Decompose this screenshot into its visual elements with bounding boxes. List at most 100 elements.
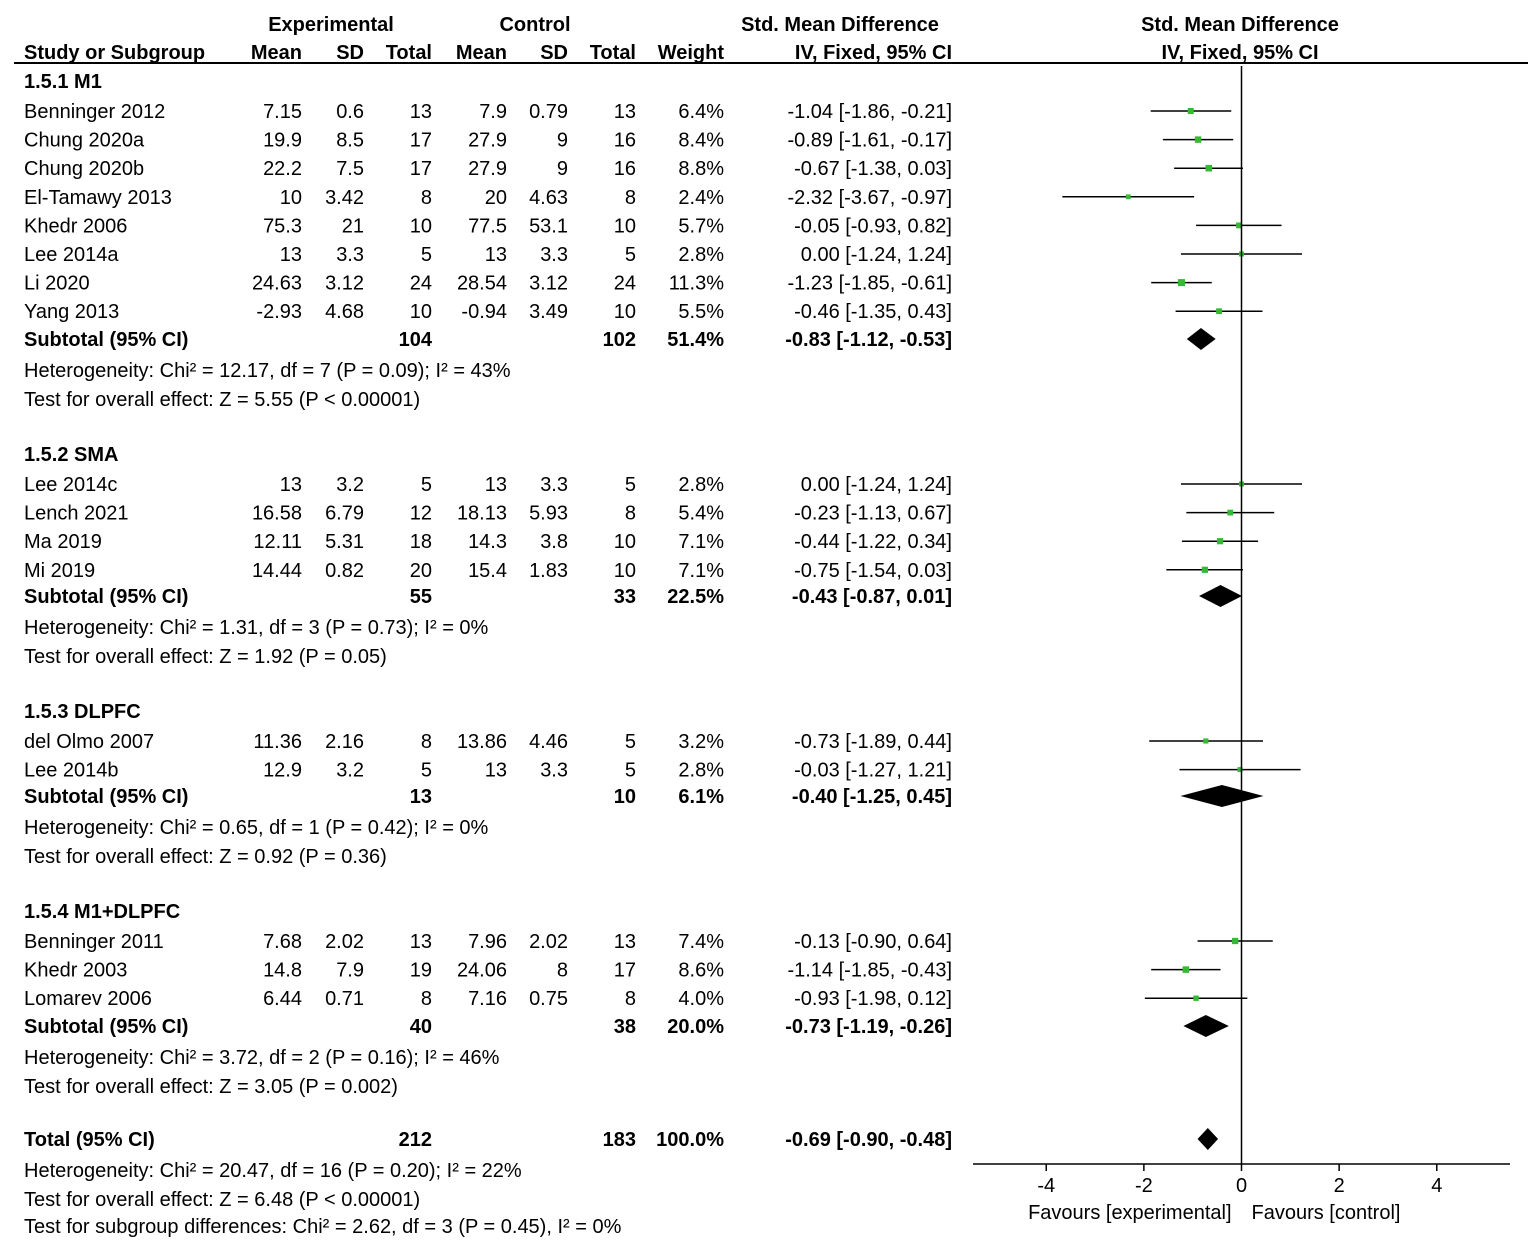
cell-ci: -0.03 [-1.27, 1.21] <box>794 760 952 782</box>
subtotal-total-experimental: 55 <box>410 586 432 608</box>
cell-total-experimental: 5 <box>421 474 432 496</box>
cell-sd-control: 0.75 <box>529 988 568 1010</box>
cell-ci: -0.67 [-1.38, 0.03] <box>794 158 952 180</box>
cell-sd-experimental: 21 <box>342 215 364 237</box>
header-plot-ci: IV, Fixed, 95% CI <box>1161 42 1318 64</box>
overall-effect-text: Test for overall effect: Z = 1.92 (P = 0… <box>24 646 387 668</box>
heterogeneity-text: Heterogeneity: Chi² = 0.65, df = 1 (P = … <box>24 817 489 839</box>
cell-total-experimental: 10 <box>410 301 432 323</box>
cell-sd-control: 3.12 <box>529 273 568 295</box>
overall-effect-text: Test for overall effect: Z = 3.05 (P = 0… <box>24 1076 398 1098</box>
subtotal-diamond <box>1183 1015 1229 1037</box>
total-weight: 100.0% <box>656 1129 724 1151</box>
cell-mean-experimental: 24.63 <box>252 273 302 295</box>
subtotal-total-control: 102 <box>603 329 636 351</box>
cell-total-control: 13 <box>614 931 636 953</box>
effect-square <box>1187 107 1194 115</box>
cell-mean-experimental: 14.44 <box>252 560 302 582</box>
study-name: Lomarev 2006 <box>24 988 152 1010</box>
cell-ci: -0.13 [-0.90, 0.64] <box>794 931 952 953</box>
cell-mean-control: -0.94 <box>461 301 507 323</box>
cell-total-experimental: 19 <box>410 960 432 982</box>
cell-ci: -0.93 [-1.98, 0.12] <box>794 988 952 1010</box>
cell-total-control: 24 <box>614 273 636 295</box>
cell-sd-control: 3.3 <box>540 760 568 782</box>
cell-mean-experimental: 10 <box>280 187 302 209</box>
cell-mean-experimental: 16.58 <box>252 503 302 525</box>
cell-mean-experimental: 7.15 <box>263 101 302 123</box>
cell-mean-experimental: 12.9 <box>263 760 302 782</box>
cell-total-control: 8 <box>625 187 636 209</box>
cell-weight: 7.1% <box>678 531 724 553</box>
subtotal-total-experimental: 40 <box>410 1016 432 1038</box>
cell-mean-control: 27.9 <box>468 158 507 180</box>
cell-total-control: 10 <box>614 531 636 553</box>
effect-square <box>1125 194 1131 200</box>
cell-sd-control: 2.02 <box>529 931 568 953</box>
favours-control-label: Favours [control] <box>1252 1202 1401 1224</box>
cell-weight: 3.2% <box>678 731 724 753</box>
cell-weight: 8.8% <box>678 158 724 180</box>
subtotal-weight: 22.5% <box>667 586 724 608</box>
heterogeneity-text: Heterogeneity: Chi² = 1.31, df = 3 (P = … <box>24 617 489 639</box>
cell-total-control: 16 <box>614 158 636 180</box>
total-diamond <box>1197 1128 1219 1150</box>
footer-text: Heterogeneity: Chi² = 20.47, df = 16 (P … <box>24 1160 522 1182</box>
study-name: Benninger 2012 <box>24 101 165 123</box>
cell-sd-control: 9 <box>557 158 568 180</box>
cell-total-experimental: 18 <box>410 531 432 553</box>
cell-mean-control: 13 <box>485 760 507 782</box>
subtotal-total-control: 10 <box>614 786 636 808</box>
effect-square <box>1194 136 1202 143</box>
subtotal-ci: -0.40 [-1.25, 0.45] <box>792 786 952 808</box>
cell-mean-control: 77.5 <box>468 215 507 237</box>
cell-total-control: 16 <box>614 130 636 152</box>
cell-mean-experimental: 13 <box>280 474 302 496</box>
cell-sd-experimental: 3.2 <box>336 474 364 496</box>
cell-total-experimental: 10 <box>410 215 432 237</box>
cell-weight: 2.4% <box>678 187 724 209</box>
cell-sd-control: 53.1 <box>529 215 568 237</box>
cell-total-control: 10 <box>614 215 636 237</box>
subtotal-total-control: 38 <box>614 1016 636 1038</box>
cell-ci: -1.23 [-1.85, -0.61] <box>787 273 952 295</box>
cell-sd-experimental: 4.68 <box>325 301 364 323</box>
subtotal-diamond <box>1180 785 1264 807</box>
cell-sd-experimental: 2.16 <box>325 731 364 753</box>
cell-mean-control: 24.06 <box>457 960 507 982</box>
effect-square <box>1237 767 1243 773</box>
cell-total-experimental: 8 <box>421 988 432 1010</box>
cell-weight: 7.1% <box>678 560 724 582</box>
header-sd-experimental: SD <box>336 42 364 64</box>
cell-weight: 5.4% <box>678 503 724 525</box>
cell-total-control: 5 <box>625 760 636 782</box>
cell-total-experimental: 17 <box>410 130 432 152</box>
footer-text: Test for overall effect: Z = 6.48 (P < 0… <box>24 1189 420 1211</box>
effect-square <box>1201 566 1208 573</box>
cell-total-control: 17 <box>614 960 636 982</box>
cell-sd-control: 3.3 <box>540 244 568 266</box>
study-name: Ma 2019 <box>24 531 102 553</box>
cell-mean-control: 14.3 <box>468 531 507 553</box>
cell-ci: -1.04 [-1.86, -0.21] <box>787 101 952 123</box>
effect-square <box>1216 538 1224 545</box>
cell-mean-control: 7.16 <box>468 988 507 1010</box>
heterogeneity-text: Heterogeneity: Chi² = 12.17, df = 7 (P =… <box>24 360 511 382</box>
cell-total-control: 13 <box>614 101 636 123</box>
header-total-experimental: Total <box>386 42 432 64</box>
cell-sd-experimental: 3.3 <box>336 244 364 266</box>
subtotal-ci: -0.73 [-1.19, -0.26] <box>785 1016 952 1038</box>
effect-square <box>1236 222 1242 229</box>
cell-ci: -1.14 [-1.85, -0.43] <box>787 960 952 982</box>
cell-mean-control: 20 <box>485 187 507 209</box>
cell-weight: 5.5% <box>678 301 724 323</box>
cell-weight: 5.7% <box>678 215 724 237</box>
cell-total-experimental: 13 <box>410 101 432 123</box>
subgroup-title: 1.5.4 M1+DLPFC <box>24 901 180 923</box>
cell-mean-experimental: 7.68 <box>263 931 302 953</box>
cell-ci: -0.46 [-1.35, 0.43] <box>794 301 952 323</box>
subtotal-label: Subtotal (95% CI) <box>24 786 188 808</box>
header-control: Control <box>499 14 570 36</box>
cell-sd-control: 5.93 <box>529 503 568 525</box>
